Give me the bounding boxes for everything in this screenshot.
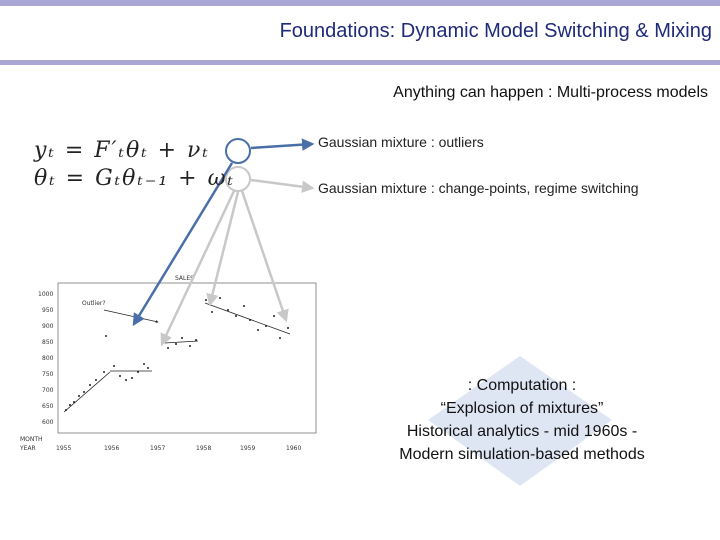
top-accent-bar — [0, 0, 720, 6]
arrow-omega-to-regime-3 — [240, 190, 289, 323]
svg-text:YEAR: YEAR — [19, 445, 36, 452]
svg-text:1000: 1000 — [38, 291, 53, 298]
svg-text:Outlier?: Outlier? — [82, 300, 106, 307]
computation-diamond — [428, 356, 612, 486]
svg-text:1960: 1960 — [286, 445, 301, 452]
svg-text:1958: 1958 — [196, 445, 211, 452]
chart-points — [65, 297, 289, 411]
arrow-omega-to-regime-1 — [160, 190, 236, 347]
svg-text:650: 650 — [42, 403, 54, 410]
label-outliers: Gaussian mixture : outliers — [318, 134, 484, 150]
computation-heading: : Computation : — [467, 377, 577, 394]
arrow-to-outliers — [250, 138, 315, 151]
arrow-to-changepoints — [250, 178, 315, 193]
svg-text:1959: 1959 — [240, 445, 255, 452]
svg-text:800: 800 — [42, 355, 54, 362]
equation-observation: yₜ = F′ₜθₜ + νₜ — [34, 138, 210, 163]
label-changepoints: Gaussian mixture : change-points, regime… — [318, 180, 639, 196]
omega-highlight-circle — [225, 166, 251, 192]
svg-text:1957: 1957 — [150, 445, 165, 452]
nu-highlight-circle — [225, 138, 251, 164]
svg-text:MONTH: MONTH — [20, 436, 43, 443]
svg-text:1955: 1955 — [56, 445, 71, 452]
computation-block: : Computation : “Explosion of mixtures” … — [372, 374, 672, 466]
sales-chart: SALES 1000 950 900 850 800 750 700 650 6… — [19, 275, 317, 452]
title-underline-bar — [0, 60, 720, 65]
y-axis-ticks: 1000 950 900 850 800 750 700 650 600 — [38, 291, 54, 426]
svg-text:750: 750 — [42, 371, 54, 378]
svg-text:850: 850 — [42, 339, 54, 346]
x-axis-ticks: 1955 1956 1957 1958 1959 1960 MONTH YEAR — [19, 436, 301, 452]
svg-text:SALES: SALES — [175, 275, 194, 282]
arrow-omega-to-regime-2 — [206, 191, 240, 307]
arrow-nu-to-outlier — [132, 162, 234, 327]
svg-text:900: 900 — [42, 323, 54, 330]
slide-title: Foundations: Dynamic Model Switching & M… — [279, 20, 712, 42]
computation-line-4: Modern simulation-based methods — [399, 446, 645, 463]
equation-evolution: θₜ = Gₜθₜ₋₁ + ωₜ — [34, 166, 235, 191]
computation-line-3: Historical analytics - mid 1960s - — [406, 423, 638, 440]
svg-text:1956: 1956 — [104, 445, 119, 452]
svg-text:700: 700 — [42, 387, 54, 394]
svg-text:600: 600 — [42, 419, 54, 426]
slide-subtitle: Anything can happen : Multi-process mode… — [393, 84, 708, 101]
svg-text:950: 950 — [42, 307, 54, 314]
computation-line-2: “Explosion of mixtures” — [440, 400, 604, 417]
